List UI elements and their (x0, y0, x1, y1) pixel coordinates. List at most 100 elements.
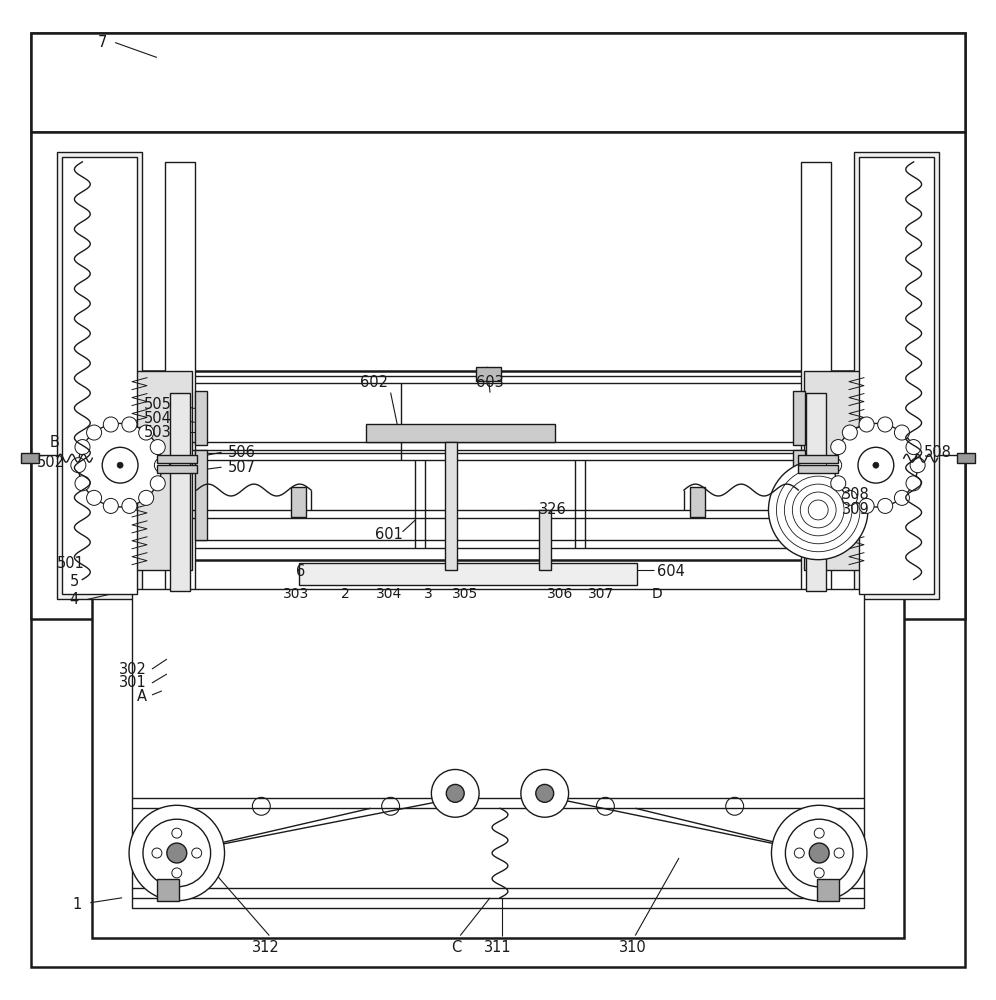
Circle shape (894, 490, 909, 505)
Circle shape (831, 440, 846, 455)
Bar (31, 33, 965, 132)
Circle shape (772, 805, 867, 901)
Text: 7: 7 (98, 35, 107, 50)
Bar (366, 424, 555, 442)
Circle shape (152, 848, 162, 858)
Bar (807, 393, 826, 591)
Bar (170, 393, 189, 591)
Circle shape (814, 868, 824, 878)
Text: 6: 6 (297, 564, 306, 579)
Text: 601: 601 (374, 527, 402, 542)
Circle shape (150, 440, 165, 455)
Bar (165, 162, 194, 599)
Bar (157, 879, 179, 901)
Bar (93, 560, 903, 938)
Circle shape (167, 843, 186, 863)
Circle shape (536, 784, 554, 802)
Circle shape (843, 490, 858, 505)
Bar (957, 453, 975, 463)
Text: 3: 3 (424, 587, 433, 601)
Circle shape (138, 490, 153, 505)
Circle shape (834, 848, 844, 858)
Circle shape (87, 490, 102, 505)
Bar (799, 455, 838, 463)
Bar (132, 371, 191, 570)
Circle shape (103, 447, 138, 483)
Circle shape (894, 425, 909, 440)
Bar (132, 589, 864, 908)
Circle shape (191, 848, 201, 858)
Bar (805, 371, 864, 570)
Bar (58, 152, 142, 599)
Circle shape (75, 476, 90, 491)
Text: 504: 504 (144, 411, 172, 426)
Bar (132, 371, 864, 570)
Circle shape (122, 417, 136, 432)
Text: 602: 602 (360, 375, 387, 390)
Bar (194, 391, 206, 445)
Bar (802, 162, 831, 599)
Text: 302: 302 (120, 662, 147, 677)
Circle shape (172, 868, 182, 878)
Bar (794, 391, 806, 445)
Bar (31, 132, 965, 619)
Text: 308: 308 (842, 487, 870, 502)
Circle shape (138, 425, 153, 440)
Text: C: C (451, 940, 461, 955)
Circle shape (104, 498, 119, 513)
Bar (445, 442, 457, 570)
Text: 309: 309 (842, 502, 870, 517)
Text: 305: 305 (452, 587, 478, 601)
Circle shape (795, 848, 805, 858)
Circle shape (877, 498, 892, 513)
Bar (794, 450, 806, 540)
Circle shape (172, 828, 182, 838)
Bar (690, 487, 705, 517)
Circle shape (431, 769, 479, 817)
Text: B: B (50, 435, 60, 450)
Text: 5: 5 (70, 574, 79, 589)
Circle shape (877, 417, 892, 432)
Bar (476, 367, 501, 381)
Bar (157, 465, 196, 473)
Text: 307: 307 (589, 587, 615, 601)
Bar (799, 465, 838, 473)
Circle shape (118, 462, 124, 468)
Circle shape (872, 462, 878, 468)
Circle shape (150, 476, 165, 491)
Text: 506: 506 (227, 445, 255, 460)
Text: 603: 603 (476, 375, 504, 390)
Bar (859, 157, 933, 594)
Text: 503: 503 (144, 425, 172, 440)
Circle shape (858, 447, 893, 483)
Circle shape (75, 440, 90, 455)
Bar (539, 510, 551, 570)
Circle shape (521, 769, 569, 817)
Circle shape (827, 458, 842, 473)
Text: 306: 306 (547, 587, 573, 601)
Circle shape (843, 425, 858, 440)
Text: 604: 604 (657, 564, 685, 579)
Circle shape (71, 458, 86, 473)
Circle shape (906, 440, 921, 455)
Circle shape (129, 805, 224, 901)
Text: 505: 505 (144, 397, 172, 412)
Bar (194, 450, 206, 540)
Text: 501: 501 (57, 556, 85, 571)
Text: 507: 507 (227, 460, 255, 475)
Circle shape (154, 458, 169, 473)
Text: 2: 2 (342, 587, 351, 601)
Text: 508: 508 (923, 445, 951, 460)
Circle shape (910, 458, 925, 473)
Text: 502: 502 (37, 455, 65, 470)
Text: 326: 326 (539, 502, 567, 517)
Bar (157, 455, 196, 463)
Text: 312: 312 (252, 940, 280, 955)
Text: 303: 303 (283, 587, 309, 601)
Text: 310: 310 (620, 940, 647, 955)
Circle shape (810, 843, 829, 863)
Text: D: D (651, 587, 662, 601)
Bar (817, 879, 839, 901)
Text: 4: 4 (70, 592, 79, 607)
Text: 301: 301 (120, 675, 147, 690)
